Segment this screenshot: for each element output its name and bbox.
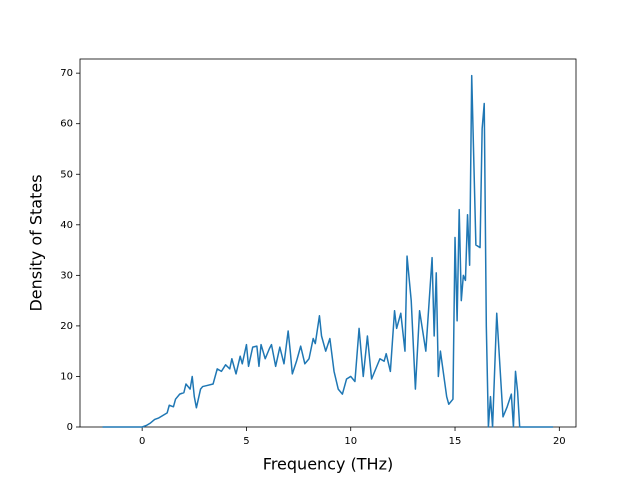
data-line (102, 74, 554, 428)
y-tick-label: 70 (60, 68, 73, 79)
x-tick-label: 10 (344, 436, 357, 447)
y-tick-label: 0 (67, 422, 73, 433)
x-tick-label: 5 (243, 436, 249, 447)
y-tick-label: 40 (60, 220, 73, 231)
x-axis-label: Frequency (THz) (263, 455, 393, 474)
y-axis-label: Density of States (27, 174, 46, 311)
plot-frame (79, 58, 577, 428)
x-tick-label: 0 (139, 436, 145, 447)
y-tick-label: 30 (60, 270, 73, 281)
y-tick-label: 20 (60, 321, 73, 332)
y-tick-label: 60 (60, 119, 73, 130)
y-tick-label: 50 (60, 169, 73, 180)
x-tick-label: 15 (449, 436, 462, 447)
y-tick-label: 10 (60, 371, 73, 382)
x-tick-label: 20 (553, 436, 566, 447)
